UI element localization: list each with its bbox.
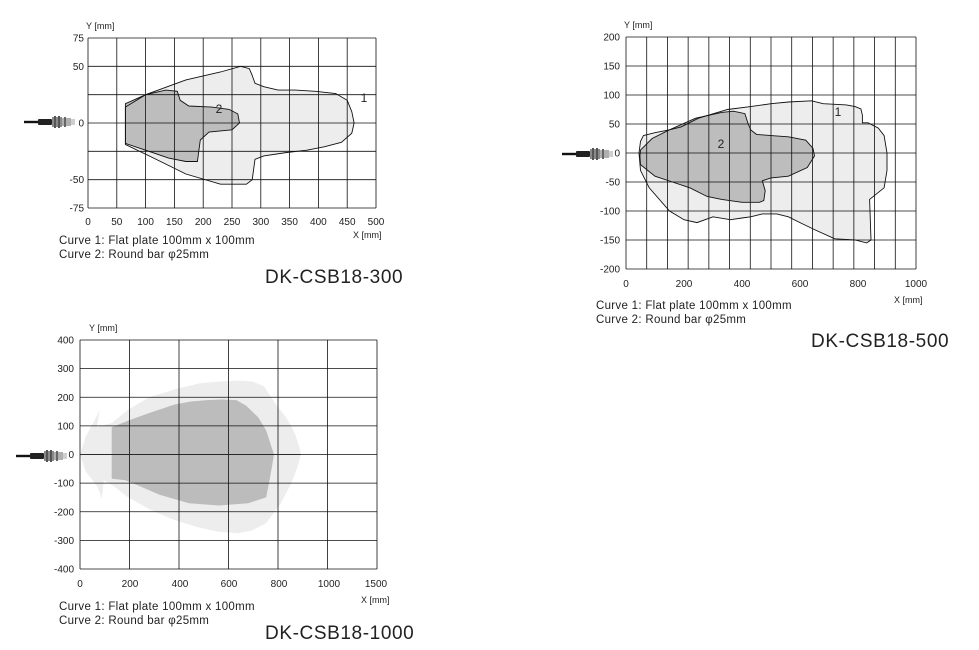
x-tick-label: 400 — [310, 217, 327, 228]
curve-label-1: 1 — [361, 91, 368, 105]
caption-curve2-300: Curve 2: Round bar φ25mm — [59, 249, 210, 261]
y-tick-label: 300 — [57, 364, 74, 375]
y-axis-title: Y [mm] — [624, 20, 652, 30]
x-tick-label: 300 — [252, 217, 269, 228]
y-tick-label: 0 — [614, 149, 620, 160]
sensor-icon — [24, 116, 75, 128]
grid — [625, 36, 917, 270]
caption-curve2-1000: Curve 2: Round bar φ25mm — [59, 615, 210, 627]
chart-title-500: DK-CSB18-500 — [811, 331, 950, 352]
y-tick-label: -400 — [54, 565, 74, 576]
x-tick-label: 50 — [111, 217, 123, 228]
y-tick-label: 100 — [57, 421, 74, 432]
caption-curve2-500: Curve 2: Round bar φ25mm — [596, 314, 747, 326]
curve-1-outline — [124, 65, 355, 185]
sensor-icon — [562, 148, 613, 160]
x-tick-label: 400 — [734, 279, 751, 290]
y-tick-label: -150 — [600, 236, 620, 247]
x-tick-label: 350 — [281, 217, 298, 228]
y-tick-label: 200 — [57, 393, 74, 404]
y-tick-label: -100 — [54, 479, 74, 490]
x-tick-label: 0 — [85, 217, 91, 228]
x-tick-label: 600 — [792, 279, 809, 290]
x-tick-label: 0 — [77, 579, 83, 590]
y-tick-label: -200 — [54, 507, 74, 518]
y-tick-label: -300 — [54, 536, 74, 547]
x-tick-label: 0 — [623, 279, 629, 290]
x-tick-label: 450 — [339, 217, 356, 228]
curve-2-area — [125, 90, 240, 162]
y-tick-label: 100 — [603, 91, 620, 102]
x-tick-label: 100 — [137, 217, 154, 228]
chart-panel-1000: 400 300 200 100 0 -100 -200 -300 -400 0 200 400 600 8… — [0, 0, 460, 650]
x-tick-label: 600 — [221, 579, 238, 590]
curve-1-outline — [638, 100, 888, 244]
y-tick-label: 400 — [57, 336, 74, 347]
grid — [79, 339, 378, 570]
x-tick-label: 1000 — [905, 279, 928, 290]
x-axis-title: X [mm] — [353, 230, 382, 240]
curve-label-2: 2 — [718, 137, 725, 151]
curve-2-outline — [639, 110, 815, 203]
y-tick-label: -50 — [606, 178, 621, 189]
y-tick-label: 50 — [73, 62, 85, 73]
y-tick-label: 0 — [78, 119, 84, 130]
curve-2-outline — [124, 89, 240, 162]
x-axis-title: X [mm] — [894, 295, 923, 305]
chart-panel-300: 75 50 0 -50 -75 0 50 100 150 200 250 300 350 400 450 50… — [0, 0, 460, 300]
x-tick-label: 1500 — [365, 579, 388, 590]
y-tick-label: 50 — [609, 120, 621, 131]
grid — [87, 37, 377, 209]
curve-label-2: 2 — [216, 102, 223, 116]
sensor-icon — [16, 450, 67, 462]
y-tick-label: -50 — [70, 175, 85, 186]
y-tick-label: 150 — [603, 62, 620, 73]
x-tick-label: 200 — [676, 279, 693, 290]
y-axis-title: Y [mm] — [89, 323, 117, 333]
caption-curve1-300: Curve 1: Flat plate 100mm x 100mm — [59, 235, 255, 247]
y-tick-label: -75 — [70, 204, 85, 215]
x-tick-label: 800 — [271, 579, 288, 590]
x-axis-title: X [mm] — [361, 595, 390, 605]
x-tick-label: 200 — [122, 579, 139, 590]
curve-2-area — [639, 111, 815, 203]
caption-curve1-1000: Curve 1: Flat plate 100mm x 100mm — [59, 601, 255, 613]
curve-label-1: 1 — [835, 105, 842, 119]
chart-panel-500: 200 150 100 50 0 -50 -100 -150 -200 0 200 400 600 800… — [562, 20, 950, 352]
x-tick-label: 800 — [850, 279, 867, 290]
chart-title-1000: DK-CSB18-1000 — [265, 623, 415, 644]
x-tick-label: 150 — [166, 217, 183, 228]
y-tick-label: -200 — [600, 265, 620, 276]
y-tick-label: 75 — [73, 34, 85, 45]
y-tick-label: 200 — [603, 33, 620, 44]
x-tick-label: 250 — [224, 217, 241, 228]
x-tick-label: 500 — [368, 217, 385, 228]
y-axis-title: Y [mm] — [86, 21, 114, 31]
x-tick-label: 1000 — [318, 579, 341, 590]
x-tick-label: 400 — [172, 579, 189, 590]
chart-title-300: DK-CSB18-300 — [265, 267, 404, 288]
x-tick-label: 200 — [195, 217, 212, 228]
y-tick-label: 0 — [68, 450, 74, 461]
caption-curve1-500: Curve 1: Flat plate 100mm x 100mm — [596, 300, 792, 312]
y-tick-label: -100 — [600, 207, 620, 218]
